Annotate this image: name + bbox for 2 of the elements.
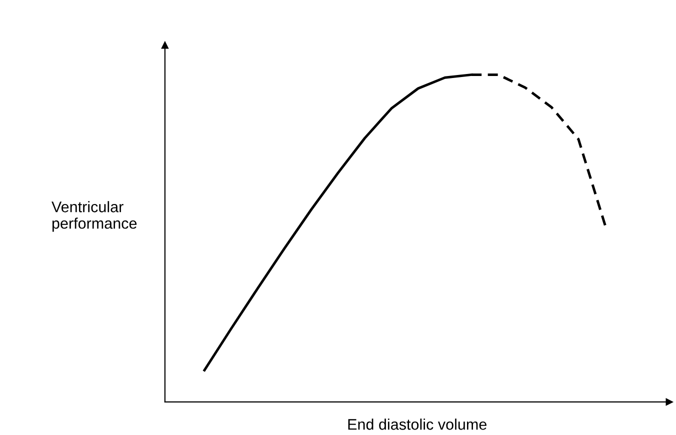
y-axis-title: Ventricular performance bbox=[52, 201, 137, 232]
x-axis-title: End diastolic volume bbox=[348, 418, 486, 430]
